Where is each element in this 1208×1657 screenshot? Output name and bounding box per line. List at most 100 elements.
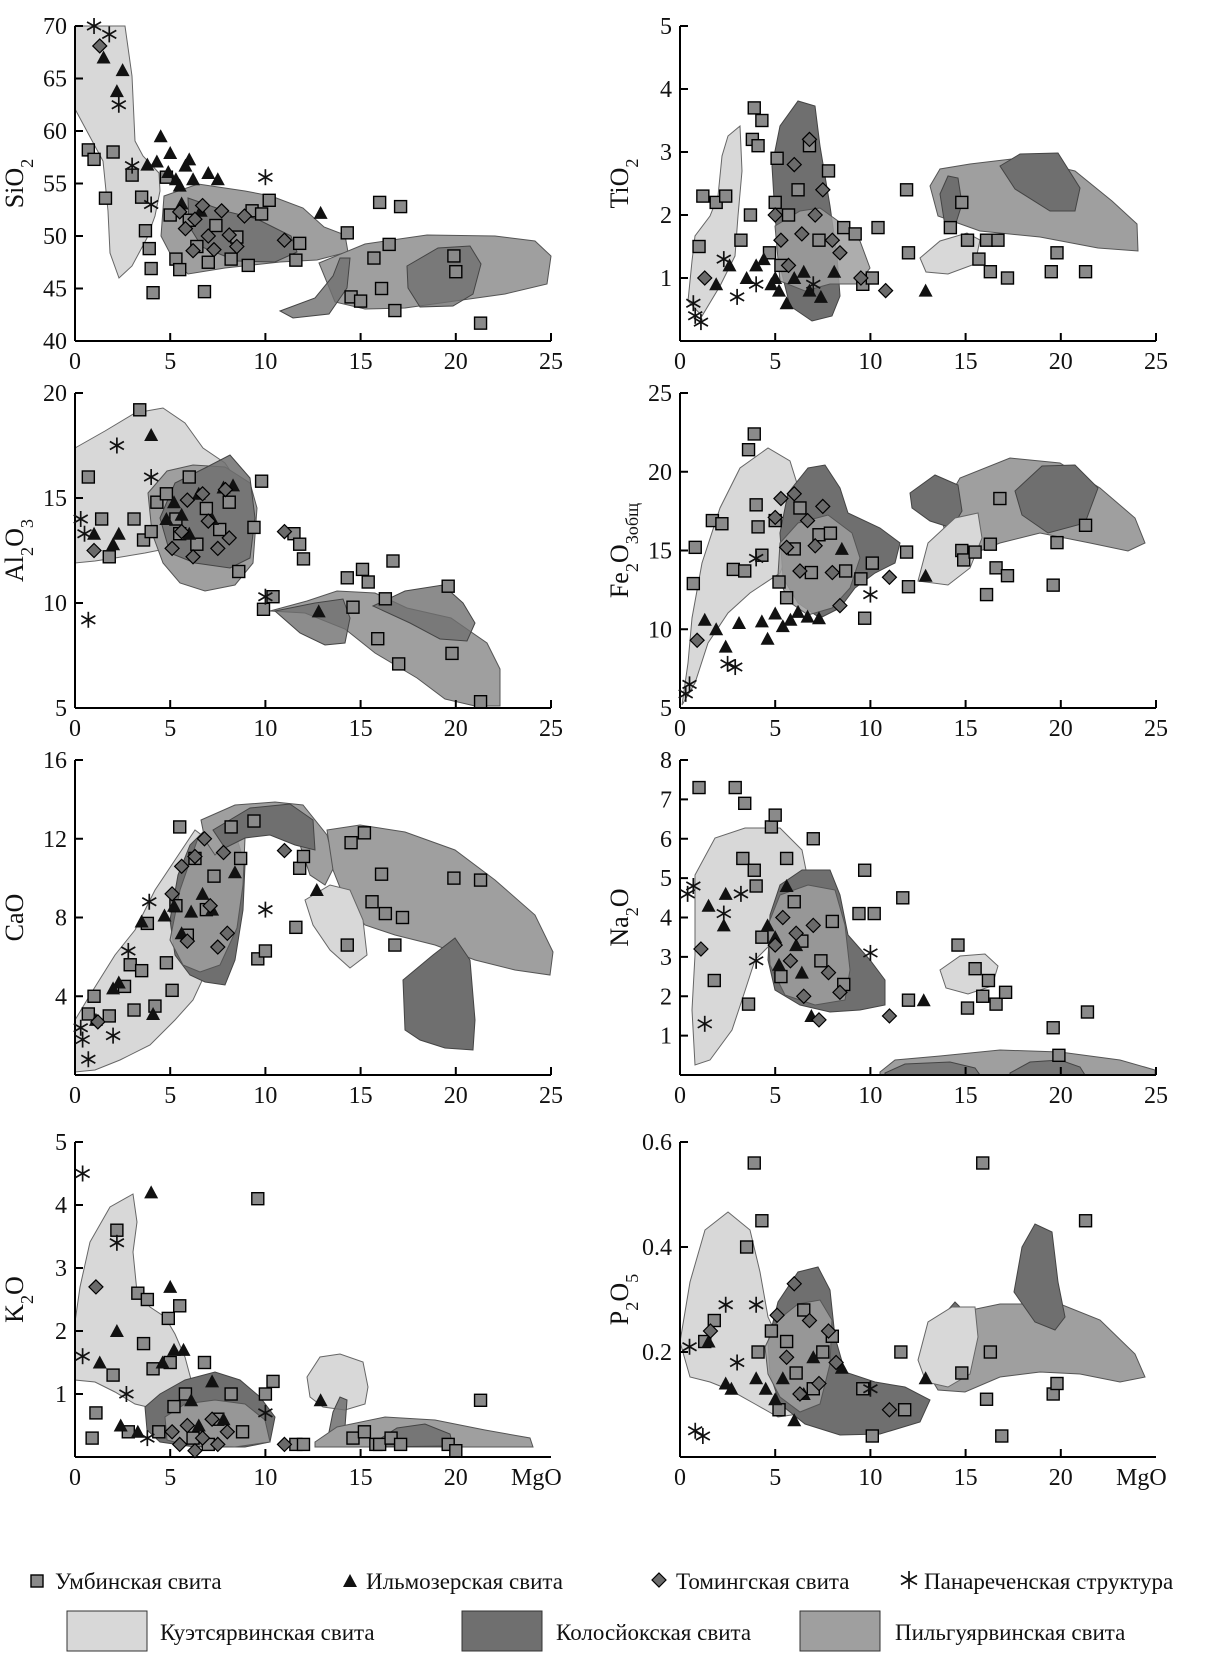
kolosyok-field-2: [278, 257, 351, 319]
point-square: [899, 545, 914, 559]
y-tick-label: 4: [660, 77, 672, 103]
point-square: [1052, 1048, 1066, 1063]
point-square: [749, 498, 763, 512]
field-layer: [74, 801, 554, 1073]
x-axis-title: MgO: [1116, 1465, 1167, 1491]
y-axis-title: Fe2O3общ: [605, 503, 642, 598]
point-square: [241, 258, 255, 273]
point-triangle: [201, 166, 216, 179]
point-asterisk: [862, 585, 879, 604]
point-square: [473, 316, 488, 330]
point-square: [382, 237, 396, 252]
point-square: [106, 1368, 120, 1382]
point-square: [133, 403, 147, 417]
point-square: [296, 1437, 311, 1452]
point-square: [865, 1429, 880, 1443]
point-square: [749, 879, 763, 893]
kuetsyarvi-field-2: [917, 512, 983, 586]
legend-panarechen-marker: [900, 1571, 918, 1589]
point-square: [865, 556, 880, 570]
y-tick-label: 50: [43, 224, 67, 250]
x-tick-label: 20: [1049, 716, 1073, 742]
point-square: [378, 906, 393, 921]
x-tick-label: 5: [769, 1083, 781, 1109]
y-tick-label: 1: [660, 1024, 672, 1050]
point-square: [955, 195, 969, 210]
point-square: [372, 195, 387, 210]
y-axis-title: SiO2: [0, 159, 37, 209]
x-tick-label: 10: [253, 716, 277, 742]
point-square: [976, 989, 990, 1003]
x-tick-label: 15: [349, 716, 373, 742]
point-square: [816, 1345, 830, 1359]
point-square: [182, 470, 196, 484]
point-triangle: [760, 631, 775, 645]
x-tick-label: 25: [1144, 1083, 1168, 1109]
point-square: [235, 1425, 250, 1439]
x-tick-label: 15: [349, 1465, 373, 1491]
point-square: [1044, 265, 1058, 279]
point-square: [292, 861, 307, 875]
point-square: [696, 189, 710, 203]
x-tick-label: 10: [253, 1465, 277, 1491]
point-square: [821, 164, 836, 178]
point-square: [779, 591, 794, 605]
point-square: [340, 226, 354, 240]
point-square: [1078, 1214, 1093, 1228]
point-square: [378, 592, 393, 606]
point-square: [144, 524, 158, 539]
x-tick-label: 5: [769, 1465, 781, 1491]
point-square: [806, 832, 820, 846]
point-square: [989, 997, 1003, 1011]
legend-pilguyarvi-swatch: [799, 1610, 881, 1652]
point-square: [736, 851, 750, 866]
point-asterisk: [257, 168, 274, 187]
point-square: [901, 993, 916, 1007]
point-square: [901, 246, 916, 260]
point-square: [190, 537, 204, 551]
y-tick-label: 4: [660, 906, 672, 932]
legend-kuetsyarvi-swatch: [66, 1610, 148, 1652]
point-diamond: [878, 283, 894, 299]
point-square: [138, 224, 153, 238]
y-tick-label: 55: [43, 172, 67, 198]
point-square: [837, 220, 851, 235]
point-square: [755, 930, 769, 944]
y-tick-label: 45: [43, 277, 67, 303]
x-tick-label: 25: [539, 716, 563, 742]
point-square: [224, 1387, 238, 1401]
point-square: [207, 869, 221, 883]
point-diamond: [881, 1008, 898, 1024]
point-square: [296, 849, 311, 864]
point-square: [447, 249, 461, 263]
point-square: [857, 863, 872, 877]
y-tick-label: 40: [43, 329, 67, 355]
x-tick-label: 20: [1049, 1083, 1073, 1109]
point-square: [296, 552, 311, 566]
point-square: [726, 562, 741, 577]
point-triangle: [149, 154, 164, 168]
point-square: [209, 218, 223, 233]
point-square: [825, 914, 840, 929]
point-square: [441, 579, 455, 593]
x-tick-label: 20: [1049, 349, 1073, 375]
point-square: [134, 963, 149, 978]
point-square: [98, 191, 113, 205]
point-square: [247, 814, 261, 828]
point-square: [1050, 1376, 1064, 1391]
field-layer: [681, 447, 1146, 706]
point-square: [793, 501, 807, 515]
y-tick-label: 5: [660, 14, 672, 40]
point-square: [951, 938, 965, 952]
point-square: [292, 537, 307, 551]
axes: 0 5 10 15 20 25 40 45 50 55 60 65 70 SiO2: [0, 14, 563, 375]
x-tick-label: 0: [674, 716, 686, 742]
x-tick-label: 0: [674, 349, 686, 375]
point-square: [197, 1355, 212, 1370]
point-square: [1000, 271, 1015, 285]
y-axis-title: TiO2: [605, 158, 642, 208]
point-square: [372, 1437, 387, 1452]
y-tick-label: 5: [55, 1130, 67, 1156]
axes: 0 5 10 15 20 MgO 0.2 0.4 0.6 P2O5: [605, 1130, 1167, 1491]
